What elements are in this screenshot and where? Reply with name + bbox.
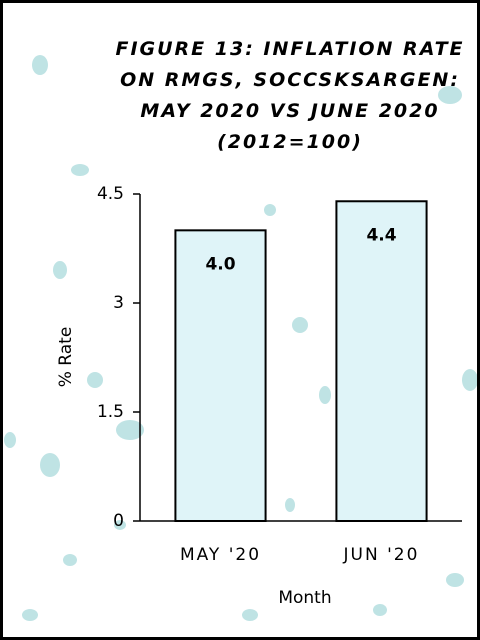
data-label: 4.0	[205, 254, 235, 274]
bar	[174, 229, 267, 522]
background-dots	[4, 55, 478, 621]
y-tick-label: 3	[113, 293, 124, 313]
y-tick-label: 0	[113, 511, 124, 531]
x-tick-label: JUN '20	[343, 545, 420, 565]
data-label: 4.4	[366, 225, 396, 245]
chart-title: FIGURE 13: INFLATION RATE ON RMGS, SOCCS…	[115, 38, 465, 153]
y-tick-label: 4.5	[97, 184, 124, 204]
bar	[335, 200, 428, 522]
y-tick-label: 1.5	[97, 402, 124, 422]
x-tick-label: MAY '20	[180, 545, 261, 565]
x-axis-label: Month	[278, 588, 331, 608]
y-axis-label: % Rate	[56, 327, 76, 388]
